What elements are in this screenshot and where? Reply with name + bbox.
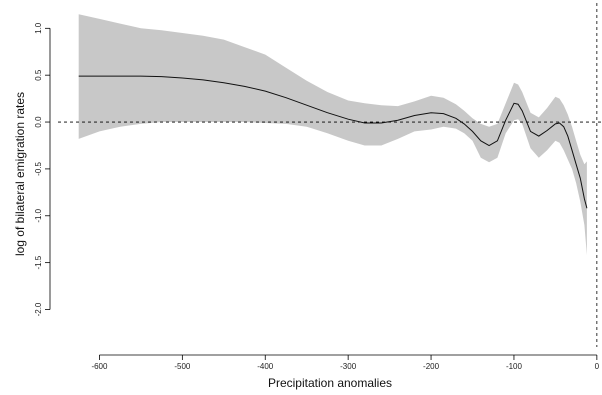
y-tick-label: 0.5	[34, 69, 43, 81]
fitted-line	[78, 75, 588, 209]
x-tick-label: -300	[340, 362, 357, 371]
x-tick-label: -100	[506, 362, 523, 371]
x-tick-label: -400	[257, 362, 274, 371]
y-tick-label: -2.0	[34, 302, 43, 316]
y-axis-title: log of bilateral emigration rates	[13, 92, 27, 256]
x-tick-label: 0	[595, 362, 600, 371]
x-tick-label: -500	[174, 362, 191, 371]
x-ticks: -600 -500 -400 -300 -200 -100 0	[91, 355, 600, 371]
confidence-band	[78, 14, 587, 256]
y-tick-label: 1.0	[34, 22, 43, 34]
x-tick-label: -600	[91, 362, 108, 371]
y-tick-label: -1.0	[34, 208, 43, 222]
x-axis-title: Precipitation anomalies	[268, 376, 392, 390]
x-tick-label: -200	[423, 362, 440, 371]
y-tick-label: -0.5	[34, 161, 43, 175]
y-ticks: 1.0 0.5 0.0 -0.5 -1.0 -1.5 -2.0	[34, 22, 50, 316]
y-tick-label: -1.5	[34, 255, 43, 269]
y-tick-label: 0.0	[34, 116, 43, 128]
